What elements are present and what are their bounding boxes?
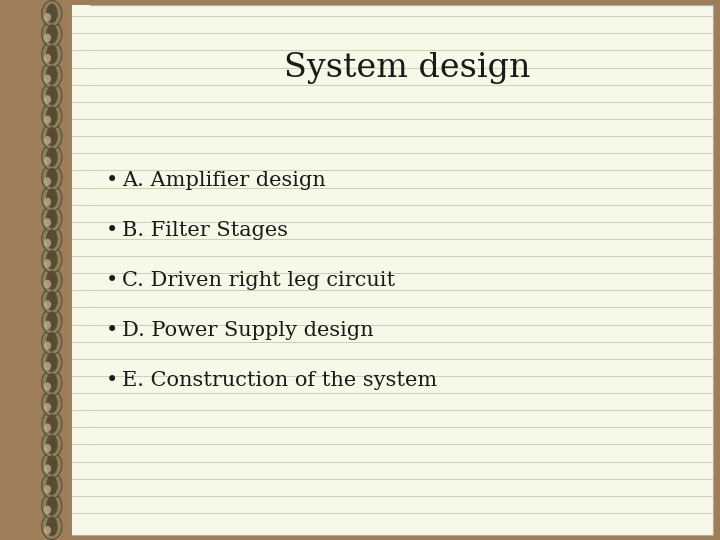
Text: C. Driven right leg circuit: C. Driven right leg circuit <box>122 271 395 291</box>
Text: •: • <box>105 221 118 240</box>
Text: D. Power Supply design: D. Power Supply design <box>122 321 374 340</box>
Text: E. Construction of the system: E. Construction of the system <box>122 371 438 390</box>
Text: A. Amplifier design: A. Amplifier design <box>122 171 326 191</box>
Text: B. Filter Stages: B. Filter Stages <box>122 221 289 240</box>
Text: •: • <box>105 171 118 191</box>
Text: System design: System design <box>284 51 530 84</box>
Text: •: • <box>105 321 118 340</box>
Text: •: • <box>105 371 118 390</box>
Text: •: • <box>105 271 118 291</box>
